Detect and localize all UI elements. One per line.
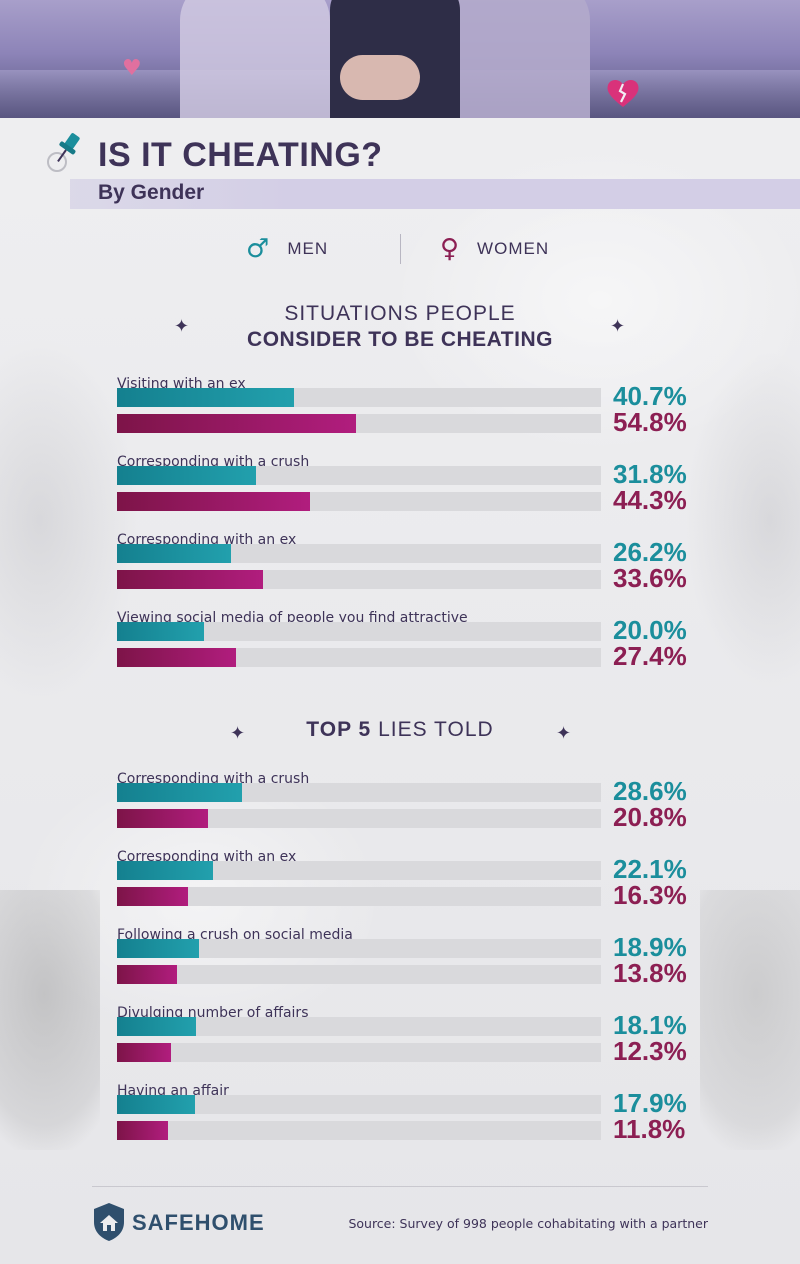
bar-track <box>117 622 601 641</box>
value-label-men: 31.8% <box>613 459 687 489</box>
value-label-women: 11.8% <box>613 1114 686 1144</box>
page-title: IS IT CHEATING? <box>98 136 383 174</box>
bar-track <box>117 1017 601 1036</box>
hero-person-left <box>180 0 330 118</box>
bar-men <box>117 1017 196 1036</box>
value-label-women: 33.6% <box>613 563 687 593</box>
hero-holding-hands <box>340 55 420 100</box>
source-note: Source: Survey of 998 people cohabitatin… <box>348 1216 708 1231</box>
bar-women <box>117 887 188 906</box>
legend-men: ♂ MEN <box>246 234 328 264</box>
section-lies-title-rest: LIES TOLD <box>371 718 494 741</box>
bar-track <box>117 965 601 984</box>
sparkle-icon: ✦ <box>174 316 190 337</box>
bar-track <box>117 1121 601 1140</box>
bar-women <box>117 414 356 433</box>
decorative-face-left <box>0 890 100 1150</box>
section-cheating-header: SITUATIONS PEOPLE CONSIDER TO BE CHEATIN… <box>200 302 600 352</box>
value-label-women: 16.3% <box>613 880 687 910</box>
bar-track <box>117 1095 601 1114</box>
value-label-men: 40.7% <box>613 381 687 411</box>
bar-track <box>117 466 601 485</box>
page-subtitle: By Gender <box>98 181 205 204</box>
value-label-men: 28.6% <box>613 776 687 806</box>
legend-women: ♀ WOMEN <box>440 234 549 264</box>
decorative-face-right <box>700 890 800 1150</box>
bar-men <box>117 466 256 485</box>
legend-men-label: MEN <box>287 239 329 258</box>
male-symbol-icon: ♂ <box>246 234 270 264</box>
bar-track <box>117 783 601 802</box>
bar-women <box>117 1121 169 1140</box>
section-lies-title-bold: TOP 5 <box>306 718 372 741</box>
sparkle-icon: ✦ <box>230 723 246 744</box>
bar-women <box>117 570 264 589</box>
bar-women <box>117 492 310 511</box>
value-label-men: 26.2% <box>613 537 687 567</box>
footer-divider <box>92 1186 708 1187</box>
bar-track <box>117 648 601 667</box>
hero-image-couple: ♥ <box>0 0 800 118</box>
legend-women-label: WOMEN <box>477 239 550 258</box>
bar-track <box>117 939 601 958</box>
bar-track <box>117 887 601 906</box>
section-cheating-line2: CONSIDER TO BE CHEATING <box>241 328 559 352</box>
bar-men <box>117 544 232 563</box>
value-label-women: 20.8% <box>613 802 687 832</box>
value-label-men: 17.9% <box>613 1088 687 1118</box>
value-label-men: 22.1% <box>613 854 687 884</box>
value-label-women: 44.3% <box>613 485 687 515</box>
bar-men <box>117 939 200 958</box>
bar-track <box>117 492 601 511</box>
legend-divider <box>400 234 401 264</box>
broken-heart-icon <box>607 79 639 107</box>
section-cheating-line1: SITUATIONS PEOPLE <box>278 302 522 326</box>
bar-men <box>117 861 214 880</box>
pushpin-icon <box>47 133 80 172</box>
value-label-women: 54.8% <box>613 407 687 437</box>
hero-person-right <box>440 0 590 118</box>
value-label-women: 27.4% <box>613 641 687 671</box>
value-label-women: 12.3% <box>613 1036 687 1066</box>
bar-track <box>117 414 601 433</box>
bar-women <box>117 965 178 984</box>
bar-track <box>117 1043 601 1062</box>
bar-men <box>117 388 295 407</box>
sparkle-icon: ✦ <box>556 723 572 744</box>
sparkle-icon: ✦ <box>610 316 626 337</box>
bar-track <box>117 544 601 563</box>
bar-track <box>117 570 601 589</box>
value-label-men: 18.9% <box>613 932 687 962</box>
safehome-shield-house-icon <box>94 1203 124 1241</box>
safehome-logo-text: SAFEHOME <box>132 1210 265 1235</box>
bar-women <box>117 809 208 828</box>
value-label-men: 20.0% <box>613 615 687 645</box>
value-label-men: 18.1% <box>613 1010 687 1040</box>
bar-men <box>117 783 242 802</box>
bar-women <box>117 1043 171 1062</box>
section-lies-header: TOP 5 LIES TOLD <box>250 718 550 742</box>
female-symbol-icon: ♀ <box>440 234 460 264</box>
bar-track <box>117 388 601 407</box>
bar-track <box>117 809 601 828</box>
subtitle-band <box>70 179 800 209</box>
bar-women <box>117 648 237 667</box>
bar-track <box>117 861 601 880</box>
heart-icon: ♥ <box>122 56 142 81</box>
value-label-women: 13.8% <box>613 958 687 988</box>
bar-men <box>117 1095 195 1114</box>
bar-men <box>117 622 205 641</box>
